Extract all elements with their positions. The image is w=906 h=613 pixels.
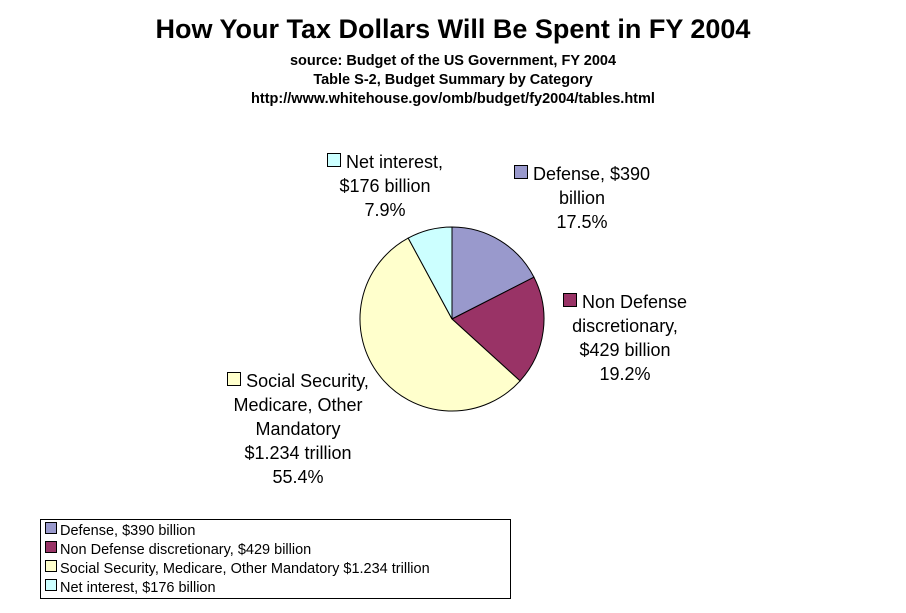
chart-table-ref: Table S-2, Budget Summary by Category [313, 72, 593, 88]
legend-item-defense: Defense, $390 billion [45, 522, 510, 541]
slice-label-line: 55.4% [272, 467, 324, 487]
slice-label-line: Net interest, [345, 152, 444, 172]
legend-swatch [45, 522, 57, 534]
slice-label-line: Medicare, Other [233, 395, 363, 415]
legend-item-non-defense: Non Defense discretionary, $429 billion [45, 541, 510, 560]
slice-label-line: billion [558, 188, 606, 208]
pie-slice-non-defense [451, 276, 545, 382]
slice-label-line: discretionary, [572, 316, 678, 336]
legend-label: Non Defense discretionary, $429 billion [60, 542, 312, 558]
social-security-swatch [227, 372, 242, 386]
slice-label-line: Defense, $390 [532, 164, 651, 184]
chart-source: source: Budget of the US Government, FY … [289, 53, 617, 69]
slice-label-line: 7.9% [364, 200, 406, 220]
legend-item-social-security: Social Security, Medicare, Other Mandato… [45, 560, 510, 579]
pie-slice-social-security [359, 237, 521, 412]
slice-label-line: Non Defense [581, 292, 688, 312]
pie-slice-net-interest [407, 226, 453, 320]
legend-swatch [45, 579, 57, 591]
pie-slice-defense [451, 226, 535, 320]
slice-label-net-interest: Net interest, $176 billion 7.9% [300, 150, 470, 222]
chart-legend: Defense, $390 billion Non Defense discre… [40, 519, 511, 599]
legend-label: Social Security, Medicare, Other Mandato… [60, 561, 430, 577]
slice-label-line: 17.5% [556, 212, 608, 232]
slice-label-line: Social Security, [246, 371, 369, 391]
slice-label-social-security: Social Security, Medicare, Other Mandato… [198, 369, 398, 489]
legend-swatch [45, 560, 57, 572]
slice-label-defense: Defense, $390 billion 17.5% [492, 162, 672, 234]
slice-label-line: $1.234 trillion [244, 443, 352, 463]
chart-url: http://www.whitehouse.gov/omb/budget/fy2… [251, 91, 655, 107]
chart-title: How Your Tax Dollars Will Be Spent in FY… [155, 14, 751, 44]
legend-label: Defense, $390 billion [60, 523, 196, 539]
slice-label-line: Mandatory [255, 419, 341, 439]
slice-label-line: $176 billion [339, 176, 431, 196]
legend-swatch [45, 541, 57, 553]
slice-label-non-defense: Non Defense discretionary, $429 billion … [540, 290, 710, 386]
slice-label-line: $429 billion [579, 340, 671, 360]
legend-item-net-interest: Net interest, $176 billion [45, 579, 510, 598]
legend-label: Net interest, $176 billion [60, 580, 216, 596]
slice-label-line: 19.2% [599, 364, 651, 384]
net-interest-swatch [326, 153, 341, 167]
non-defense-swatch [562, 293, 577, 307]
defense-swatch [513, 165, 528, 179]
